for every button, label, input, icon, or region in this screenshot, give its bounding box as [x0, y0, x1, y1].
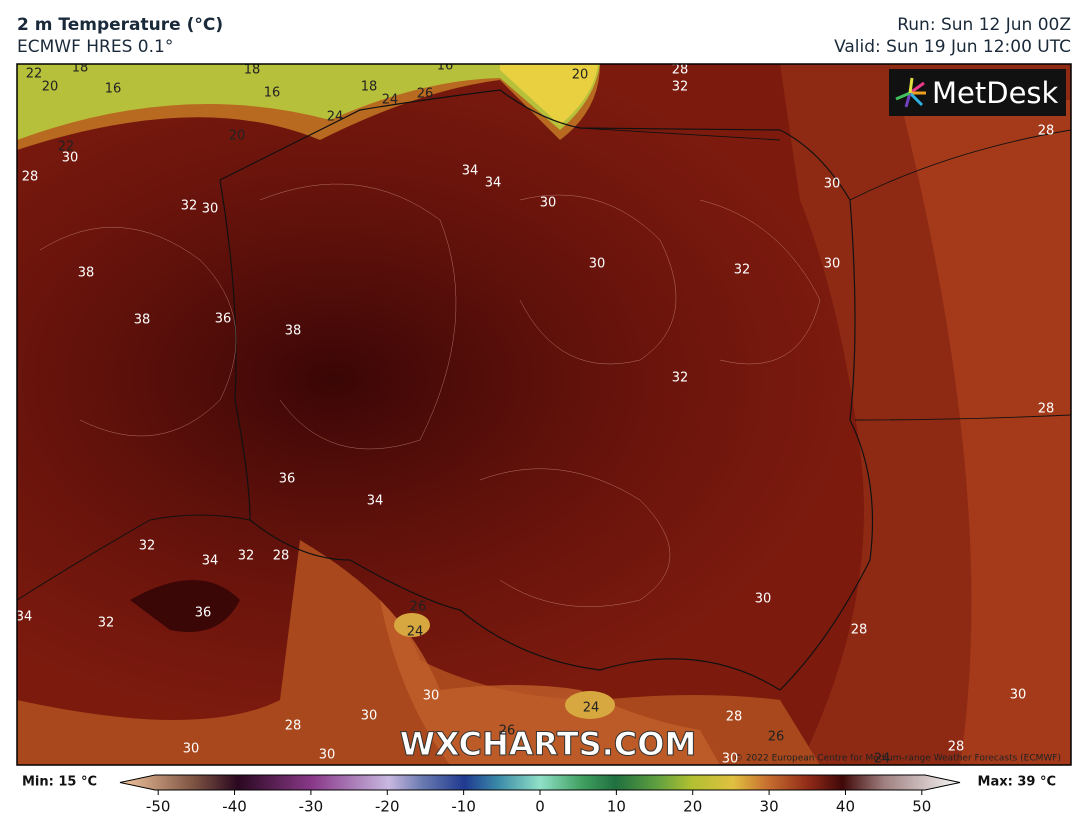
map-frame — [16, 63, 1072, 766]
contour-label: 30 — [1010, 688, 1027, 703]
colorbar-tick-label: -20 — [375, 798, 400, 816]
contour-label: 30 — [202, 202, 219, 217]
contour-label: 20 — [229, 129, 246, 144]
watermark: WXCHARTS.COM — [400, 725, 697, 763]
contour-label: 32 — [238, 549, 255, 564]
colorbar-tick-label: 40 — [836, 798, 855, 816]
contour-label: 28 — [672, 63, 689, 78]
contour-label: 30 — [824, 257, 841, 272]
model: ECMWF HRES 0.1° — [17, 37, 173, 57]
contour-label: 30 — [824, 177, 841, 192]
colorbar: -50 -40 -30 -20 -10 0 10 20 30 40 50 — [119, 774, 961, 816]
colorbar-tick-label: -10 — [451, 798, 476, 816]
colorbar-tick-label: -40 — [222, 798, 247, 816]
contour-label: 34 — [462, 164, 479, 179]
contour-label: 24 — [874, 752, 891, 767]
contour-label: 30 — [589, 257, 606, 272]
contour-label: 26 — [417, 87, 434, 102]
contour-label: 32 — [672, 80, 689, 95]
contour-label: 26 — [768, 730, 785, 745]
contour-label: 34 — [485, 176, 502, 191]
contour-label: 20 — [42, 80, 59, 95]
colorbar-tick-label: 10 — [607, 798, 626, 816]
contour-label: 24 — [407, 625, 424, 640]
colorbar-tick-label: 30 — [760, 798, 779, 816]
contour-label: 28 — [285, 719, 302, 734]
colorbar-tick-label: 50 — [912, 798, 931, 816]
contour-label: 30 — [62, 151, 79, 166]
colorbar-body — [119, 774, 961, 791]
colorbar-tick-label: -50 — [146, 798, 171, 816]
contour-label: 30 — [361, 709, 378, 724]
logo-icon — [895, 77, 926, 108]
map: MetDesk WXCHARTS.COM © 2022 European Cen… — [16, 59, 1071, 767]
contour-label: 36 — [279, 472, 296, 487]
run-time: Run: Sun 12 Jun 00Z — [897, 15, 1071, 35]
contour-label: 18 — [244, 63, 261, 78]
contour-label: 36 — [195, 606, 212, 621]
contour-label: 24 — [327, 110, 344, 125]
contour-label: 28 — [948, 740, 965, 755]
valid-time: Valid: Sun 19 Jun 12:00 UTC — [834, 37, 1071, 57]
contour-label: 32 — [734, 263, 751, 278]
contour-label: 28 — [1038, 402, 1055, 417]
contour-label: 38 — [285, 324, 302, 339]
contour-label: 32 — [139, 539, 156, 554]
contour-label: 34 — [202, 554, 219, 569]
contour-label: 34 — [367, 494, 384, 509]
contour-label: 28 — [851, 623, 868, 638]
contour-label: 16 — [264, 86, 281, 101]
contour-label: 28 — [22, 170, 39, 185]
contour-label: 30 — [423, 689, 440, 704]
contour-label: 30 — [755, 592, 772, 607]
contour-label: 24 — [583, 701, 600, 716]
contour-label: 18 — [361, 80, 378, 95]
contour-label: 38 — [134, 313, 151, 328]
contour-label: 16 — [105, 82, 122, 97]
contour-label: 34 — [16, 610, 33, 625]
logo-text: MetDesk — [932, 76, 1059, 110]
max-label: Max: 39 °C — [978, 775, 1056, 790]
colorbar-tick-label: 20 — [683, 798, 702, 816]
contour-label: 32 — [672, 371, 689, 386]
colorbar-tick-label: -30 — [299, 798, 324, 816]
contour-label: 28 — [726, 710, 743, 725]
contour-label: 30 — [722, 752, 739, 767]
contour-label: 28 — [273, 549, 290, 564]
contour-label: 32 — [98, 616, 115, 631]
contour-label: 26 — [499, 724, 516, 739]
contour-label: 20 — [572, 68, 589, 83]
title: 2 m Temperature (°C) — [17, 15, 223, 35]
min-label: Min: 15 °C — [22, 775, 97, 790]
contour-label: 30 — [540, 196, 557, 211]
contour-label: 28 — [1038, 124, 1055, 139]
colorbar-tick-label: 0 — [535, 798, 545, 816]
contour-label: 36 — [215, 312, 232, 327]
contour-label: 32 — [181, 199, 198, 214]
contour-label: 24 — [382, 93, 399, 108]
copyright: © 2022 European Centre for Medium-range … — [734, 754, 1061, 764]
contour-label: 22 — [58, 140, 75, 155]
contour-label: 30 — [183, 742, 200, 757]
contour-label: 26 — [410, 600, 427, 615]
contour-label: 18 — [72, 61, 89, 76]
contour-label: 22 — [26, 67, 43, 82]
contour-label: 16 — [437, 59, 454, 74]
contour-label: 30 — [319, 748, 336, 763]
contour-label: 38 — [78, 266, 95, 281]
